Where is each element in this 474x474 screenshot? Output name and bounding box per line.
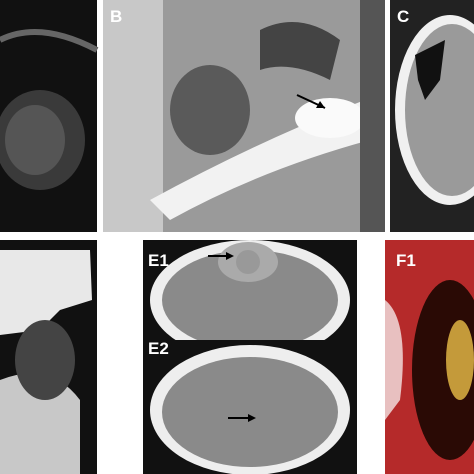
panel-b: B (103, 0, 385, 232)
panel-e2: E2 (143, 339, 357, 474)
panel-c: C (390, 0, 474, 232)
panel-a (0, 0, 99, 232)
panel-e1: E1 (143, 240, 357, 360)
panel-f1: F1 (385, 240, 474, 474)
panel-label: B (110, 7, 122, 26)
panel-label: C (397, 7, 409, 26)
panel-d (0, 240, 97, 474)
panel-label: E2 (148, 339, 169, 358)
panel-label: F1 (396, 251, 416, 270)
panel-label: E1 (148, 251, 169, 270)
